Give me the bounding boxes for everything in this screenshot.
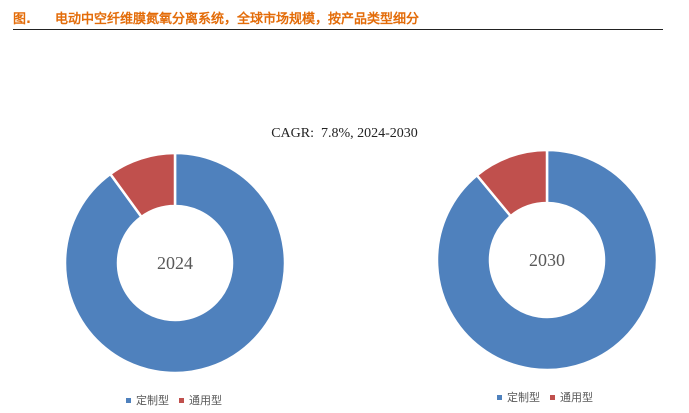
- donut-center-label: 2024: [157, 253, 193, 273]
- legend-item: 通用型: [550, 389, 593, 405]
- title-divider: [13, 29, 663, 30]
- donut-slice-2024-1: [108, 151, 177, 219]
- donut-slice-2030-1: [475, 148, 549, 218]
- donut-slice-2024-0: [63, 151, 287, 375]
- figure-title: 电动中空纤维膜氮氧分离系统，全球市场规模，按产品类型细分: [55, 12, 420, 27]
- legend-item: 定制型: [497, 389, 540, 405]
- legend-label: 定制型: [507, 391, 540, 404]
- legend-item: 定制型: [126, 392, 169, 408]
- donut-center-label: 2030: [529, 250, 565, 270]
- legend-label: 通用型: [560, 391, 593, 404]
- cagr-annotation: CAGR: 7.8%, 2024-2030: [271, 126, 418, 141]
- donut-slice-2030-0: [435, 148, 659, 372]
- legend-2024: 定制型 通用型: [126, 392, 232, 408]
- legend-item: 通用型: [179, 392, 222, 408]
- legend-swatch: [126, 397, 131, 403]
- legend-swatch: [550, 394, 555, 400]
- legend-label: 定制型: [136, 394, 169, 407]
- legend-swatch: [179, 397, 184, 403]
- donut-chart-2024: 2024: [63, 151, 287, 375]
- figure-label: 图.: [13, 12, 31, 27]
- donut-chart-2030: 2030: [435, 148, 659, 372]
- figure-header: 图. 电动中空纤维膜氮氧分离系统，全球市场规模，按产品类型细分: [13, 8, 663, 28]
- legend-label: 通用型: [189, 394, 222, 407]
- legend-2030: 定制型 通用型: [497, 389, 603, 405]
- legend-swatch: [497, 394, 502, 400]
